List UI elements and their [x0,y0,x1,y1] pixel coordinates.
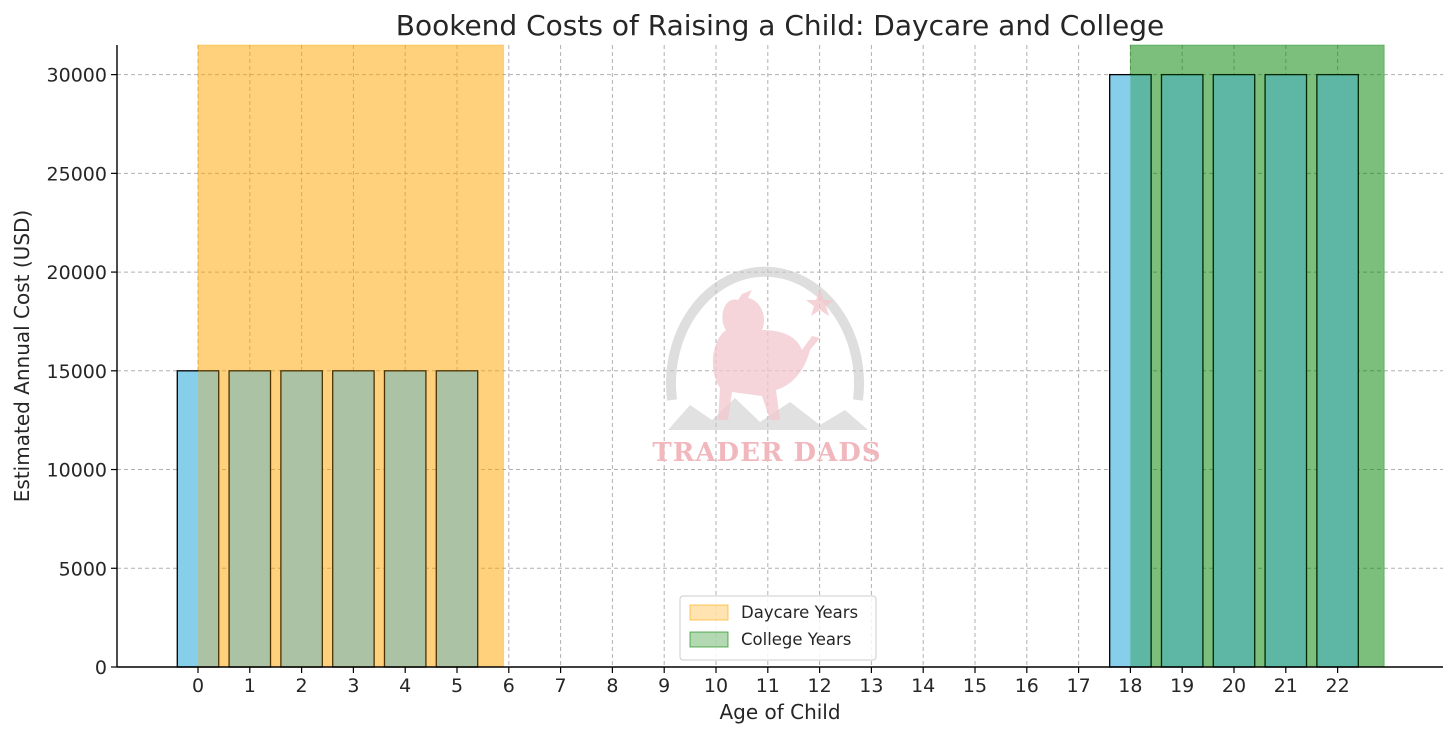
x-tick-label: 4 [399,675,411,697]
bar-age-3 [332,370,375,668]
y-tick-label: 15000 [47,361,107,383]
x-tick-label: 12 [808,675,832,697]
x-tick-label: 19 [1170,675,1194,697]
x-tick-label: 2 [296,675,308,697]
legend-swatch-daycare [689,604,729,621]
y-tick-label: 10000 [47,460,107,482]
watermark-arc [666,266,864,401]
bar-age-5 [435,370,479,668]
bar-age-18 [1109,73,1152,668]
x-tick-label: 7 [555,675,567,697]
bars [176,73,1359,668]
bar-age-20 [1212,73,1256,668]
bar-age-0 [176,370,220,668]
x-tick-label: 16 [1015,675,1039,697]
watermark-star [806,290,834,316]
legend-swatch-college [689,631,729,648]
span-overlays [198,45,1385,667]
bar-age-4 [383,370,427,668]
y-tick-label: 0 [95,657,107,679]
x-tick-label: 20 [1222,675,1246,697]
y-tick-label: 5000 [59,558,107,580]
x-tick-label: 15 [963,675,987,697]
x-tick-label: 21 [1274,675,1298,697]
x-tick-label: 18 [1118,675,1142,697]
x-tick-label: 13 [859,675,883,697]
x-tick-label: 0 [192,675,204,697]
y-ticks: 0 5000 10000 15000 20000 25000 30000 [47,65,117,679]
x-tick-label: 9 [658,675,670,697]
watermark-mountain [668,398,868,430]
x-tick-label: 3 [347,675,359,697]
y-axis-label: Estimated Annual Cost (USD) [10,210,34,502]
x-tick-label: 8 [606,675,618,697]
legend-label-daycare: Daycare Years [741,603,858,622]
bar-age-21 [1264,73,1308,668]
y-tick-label: 30000 [47,65,107,87]
axes [116,45,1443,668]
legend: Daycare Years College Years [679,595,877,661]
x-tick-label: 14 [911,675,935,697]
y-tick-label: 20000 [47,262,107,284]
x-ticks: 0 1 2 3 4 5 6 7 8 9 10 11 12 13 14 15 16 17 18 19 20 21 22 [192,667,1350,697]
x-tick-label: 10 [704,675,728,697]
x-tick-label: 17 [1067,675,1091,697]
chart-title: Bookend Costs of Raising a Child: Daycar… [396,9,1164,42]
x-tick-label: 6 [503,675,515,697]
x-tick-label: 1 [244,675,256,697]
span-overlay-0 [198,45,504,667]
watermark: TRADER DADS [652,266,881,468]
bar-age-1 [228,370,272,668]
x-tick-label: 11 [756,675,780,697]
bar-age-19 [1160,73,1204,668]
watermark-text: TRADER DADS [652,438,881,468]
bar-age-22 [1316,73,1359,668]
legend-label-college: College Years [741,630,851,649]
y-tick-label: 25000 [47,163,107,185]
watermark-bull [712,290,820,420]
legend-box [679,595,877,661]
bar-age-2 [280,370,323,668]
x-tick-label: 5 [451,675,463,697]
x-tick-label: 22 [1326,675,1350,697]
x-axis-label: Age of Child [719,700,840,724]
span-overlay-1 [1130,45,1385,667]
